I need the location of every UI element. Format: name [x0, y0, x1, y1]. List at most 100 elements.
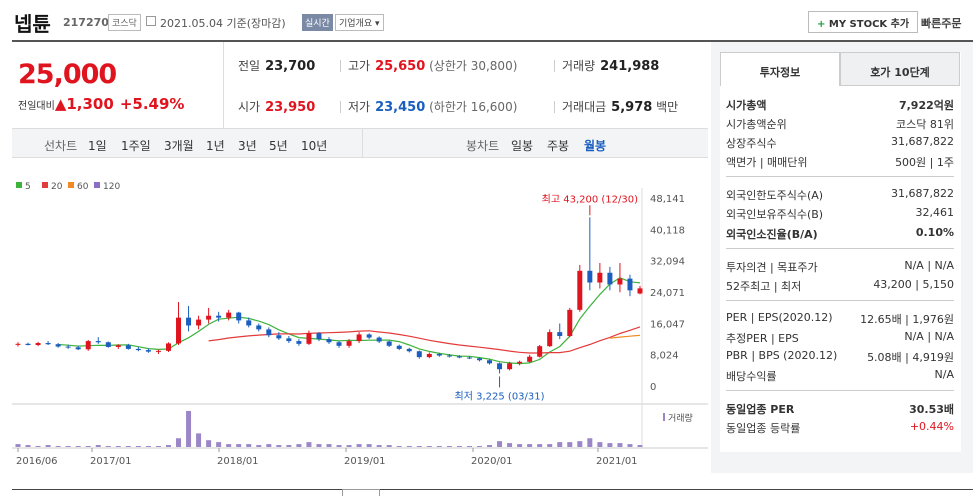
invest-row-label: 추정PER | EPS: [726, 332, 799, 345]
chevron-down-icon: ▾: [375, 19, 380, 29]
period-5y[interactable]: 5년: [269, 139, 288, 153]
candle-daily[interactable]: 일봉: [511, 139, 534, 153]
change-amount: ▲1,300: [55, 95, 114, 113]
invest-row-label: PBR | BPS (2020.12): [726, 349, 838, 362]
invest-row: PER | EPS(2020.12) 12.65배 | 1,976원: [726, 311, 954, 327]
invest-row: 외국인소진율(B/A) 0.10%: [726, 226, 954, 242]
price-chart[interactable]: 5 20 60 120 48,141 40,118 32,094 24,071 16,047 8,…: [12, 158, 708, 473]
tab-invest-info[interactable]: 투자정보: [720, 52, 840, 86]
volume-bar: [35, 446, 41, 447]
candle-body: [155, 350, 161, 352]
volume-bar: [165, 445, 171, 447]
candle-body: [186, 317, 192, 326]
candle-body: [226, 312, 232, 318]
y-tick-label: 16,047: [650, 319, 685, 330]
candle-body: [276, 335, 282, 339]
ma-legend-label: 20: [51, 182, 63, 192]
invest-row-label: 배당수익률: [726, 370, 777, 383]
volume-bar: [547, 444, 553, 447]
volume-bar: [145, 446, 151, 447]
volume-bar: [125, 446, 131, 447]
high-label: 고가: [348, 59, 371, 73]
collapse-toggle[interactable]: [342, 489, 380, 496]
candle-body: [246, 320, 252, 326]
volume-bar: [607, 443, 613, 447]
y-tick-label: 32,094: [650, 257, 685, 268]
candle-body: [266, 329, 272, 336]
volume-bar: [246, 444, 252, 447]
prev-close-label: 전일: [238, 59, 261, 73]
invest-row-value: 30.53배: [909, 403, 954, 416]
candle-body: [326, 339, 332, 343]
upper-limit: (상한가 30,800): [429, 59, 518, 73]
candle-body: [346, 341, 352, 346]
period-3m[interactable]: 3개월: [164, 139, 194, 153]
candle-body: [376, 337, 382, 342]
volume-bar: [356, 444, 362, 447]
change-percent: +5.49%: [119, 95, 185, 113]
x-tick-label: 2016/06: [16, 456, 58, 467]
volume-bar: [256, 445, 262, 447]
volume-bar: [567, 442, 573, 447]
candle-body: [637, 288, 643, 294]
invest-row: 상장주식수 31,687,822: [726, 135, 954, 151]
period-1d[interactable]: 1일: [88, 139, 107, 153]
mystock-add-button[interactable]: + MY STOCK 추가: [808, 11, 919, 33]
low-price: 저가 23,450 (하한가 16,600): [348, 98, 517, 115]
volume-bar: [236, 444, 242, 447]
quote-date: 2021.05.04 기준(장마감): [160, 17, 286, 30]
divider: [362, 129, 363, 157]
y-tick-label: 8,024: [650, 351, 679, 362]
candle-body: [386, 341, 392, 346]
divider: [726, 248, 954, 249]
candle-body: [216, 315, 222, 318]
candle-body: [165, 343, 171, 351]
volume-bar: [557, 442, 563, 447]
realtime-button[interactable]: 실시간: [302, 14, 333, 31]
volume-bar: [135, 446, 141, 447]
period-3y[interactable]: 3년: [238, 139, 257, 153]
period-1y[interactable]: 1년: [206, 139, 225, 153]
candle-body: [75, 347, 81, 350]
candle-body: [567, 309, 573, 337]
candle-body: [105, 342, 111, 347]
x-tick-label: 2020/01: [471, 456, 513, 467]
candle-body: [436, 353, 442, 356]
volume-bar: [286, 445, 292, 447]
invest-row-value: 32,461: [915, 206, 955, 219]
company-overview-dropdown[interactable]: 기업개요 ▾: [335, 14, 384, 31]
divider: [554, 60, 555, 72]
candle-body: [617, 278, 623, 285]
divider: [554, 101, 555, 113]
invest-row-value: +0.44%: [909, 420, 954, 433]
ma60-line: [609, 334, 641, 339]
volume-bar: [85, 446, 91, 447]
candle-body: [597, 272, 603, 283]
divider: [726, 176, 954, 177]
tab-orderbook[interactable]: 호가 10단계: [840, 52, 960, 86]
price-change: 전일대비▲1,300 +5.49%: [18, 95, 184, 113]
low-value: 23,450: [375, 100, 426, 115]
candle-body: [35, 343, 41, 345]
amount-label: 거래대금: [562, 100, 607, 114]
volume-bar: [597, 442, 603, 447]
candle-weekly[interactable]: 주봉: [547, 139, 570, 153]
candle-body: [476, 358, 482, 361]
volume-bar: [627, 444, 633, 447]
invest-row-value: 7,922억원: [898, 99, 954, 112]
volume-bar: [617, 443, 623, 447]
quick-order-link[interactable]: 빠른주문: [921, 17, 962, 30]
volume-bar: [346, 445, 352, 447]
volume-bar: [456, 446, 462, 447]
candle-body: [176, 317, 182, 344]
invest-row: PBR | BPS (2020.12) 5.08배 | 4,919원: [726, 349, 954, 365]
candle-monthly[interactable]: 월봉: [584, 139, 607, 153]
high-price: 고가 25,650 (상한가 30,800): [348, 57, 517, 74]
invest-info-panel: 투자정보 호가 10단계 시가총액 7,922억원 시가총액순위 코스닥 81위 상장주…: [711, 42, 973, 473]
period-10y[interactable]: 10년: [301, 139, 328, 153]
period-1w[interactable]: 1주일: [121, 139, 151, 153]
candle-body: [446, 355, 452, 357]
volume-bar: [366, 444, 372, 447]
volume-value: 241,988: [600, 59, 660, 74]
divider: [340, 60, 341, 72]
